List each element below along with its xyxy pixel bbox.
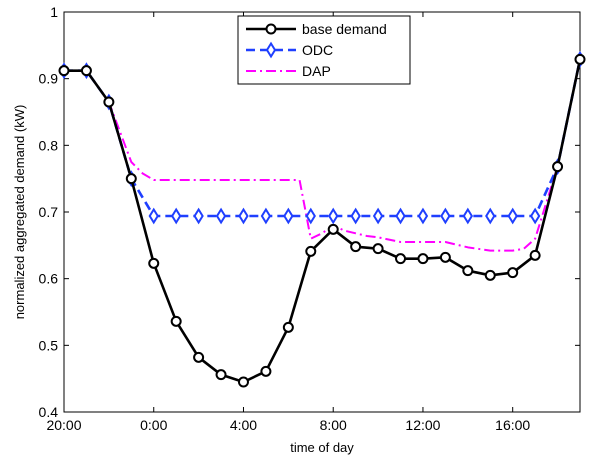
data-point [574,53,586,65]
legend-label: DAP [302,63,331,79]
data-point [125,173,137,185]
series-base-demand [58,53,586,388]
data-point [484,269,496,281]
y-axis-label: normalized aggregated demand (kW) [12,105,27,320]
data-point [328,207,339,225]
x-tick-label: 0:00 [140,417,167,433]
data-point [305,207,316,225]
data-point [237,376,249,388]
y-tick-label: 0.9 [39,71,59,87]
data-point [305,245,317,257]
series-line [64,59,581,252]
legend-marker [265,41,277,59]
data-point [148,257,160,269]
y-tick-label: 0.6 [39,271,59,287]
x-tick-label: 4:00 [230,417,257,433]
data-point [327,223,339,235]
data-point [283,207,294,225]
data-point [439,251,451,263]
data-point [372,207,384,225]
data-point [417,207,429,225]
x-tick-label: 12:00 [405,417,440,433]
data-point [148,207,159,225]
x-tick-label: 20:00 [46,417,81,433]
data-point [193,207,204,225]
y-tick-label: 1 [50,4,58,20]
data-point [507,267,519,279]
data-point [215,369,227,381]
data-point [440,207,451,225]
data-point [462,207,474,225]
data-point [80,65,92,77]
data-point [282,321,294,333]
data-point [193,351,205,363]
series-dap [64,59,581,252]
data-point [417,253,429,265]
x-tick-label: 8:00 [320,417,347,433]
data-point [529,207,541,225]
data-point [260,365,272,377]
data-point [170,315,182,327]
data-point [58,65,70,77]
legend-marker [265,23,277,35]
legend-label: ODC [302,42,333,58]
data-point [395,253,407,265]
y-tick-label: 0.8 [39,137,59,153]
y-tick-label: 0.7 [39,204,59,220]
data-point [462,265,474,277]
data-point [103,96,115,108]
y-tick-label: 0.4 [39,404,59,420]
data-point [260,207,272,225]
x-tick-label: 16:00 [495,417,530,433]
data-point [485,207,496,225]
data-point [552,161,564,173]
data-point [350,207,361,225]
data-point [170,207,182,225]
data-point [215,207,227,225]
legend-label: base demand [302,21,387,37]
data-point [350,241,362,253]
data-point [395,207,406,225]
y-tick-label: 0.5 [39,337,59,353]
data-point [507,207,518,225]
data-point [529,249,541,261]
x-axis-label: time of day [290,440,354,455]
data-point [372,243,384,255]
data-point [238,207,249,225]
